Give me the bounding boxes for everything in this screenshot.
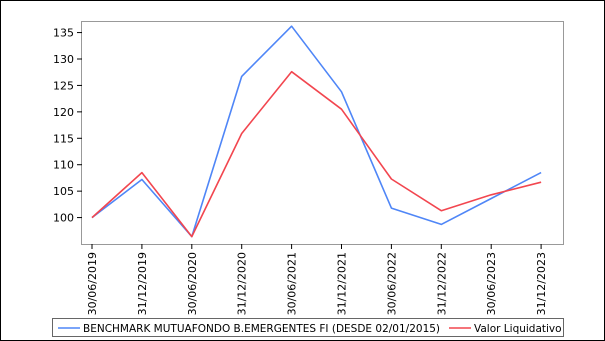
y-tick-label: 130	[53, 53, 74, 66]
x-tick-label: 31/12/2022	[435, 252, 448, 315]
y-tick-label: 115	[53, 132, 74, 145]
series-lines	[91, 25, 542, 238]
x-tick-label: 31/12/2023	[535, 252, 548, 315]
legend-label-benchmark: BENCHMARK MUTUAFONDO B.EMERGENTES FI (DE…	[83, 323, 440, 335]
y-tick-label: 120	[53, 106, 74, 119]
x-tick-label: 31/12/2019	[136, 252, 149, 315]
series-line-benchmark	[91, 25, 542, 238]
x-tick-label: 30/06/2020	[186, 252, 199, 315]
x-tick-label: 31/12/2020	[236, 252, 249, 315]
y-tick-label: 135	[53, 27, 74, 40]
x-tick-label: 30/06/2023	[485, 252, 498, 315]
x-axis: 30/06/2019 31/12/2019 30/06/2020 31/12/2020…	[86, 244, 548, 315]
y-axis: 100 105 110 115 120 125 130 135	[53, 27, 82, 225]
x-tick-label: 30/06/2021	[286, 252, 299, 315]
legend-label-valor-liquidativo: Valor Liquidativo	[474, 323, 562, 335]
y-tick-label: 100	[53, 212, 74, 225]
x-tick-label: 31/12/2021	[336, 252, 349, 315]
legend-box	[52, 318, 564, 337]
x-tick-label: 30/06/2022	[385, 252, 398, 315]
y-tick-label: 125	[53, 79, 74, 92]
series-line-valor-liquidativo	[91, 70, 542, 238]
plot-area	[81, 21, 564, 245]
x-tick-label: 30/06/2019	[86, 252, 99, 315]
y-tick-label: 105	[53, 185, 74, 198]
y-tick-label: 110	[53, 159, 74, 172]
legend: BENCHMARK MUTUAFONDO B.EMERGENTES FI (DE…	[52, 318, 564, 337]
